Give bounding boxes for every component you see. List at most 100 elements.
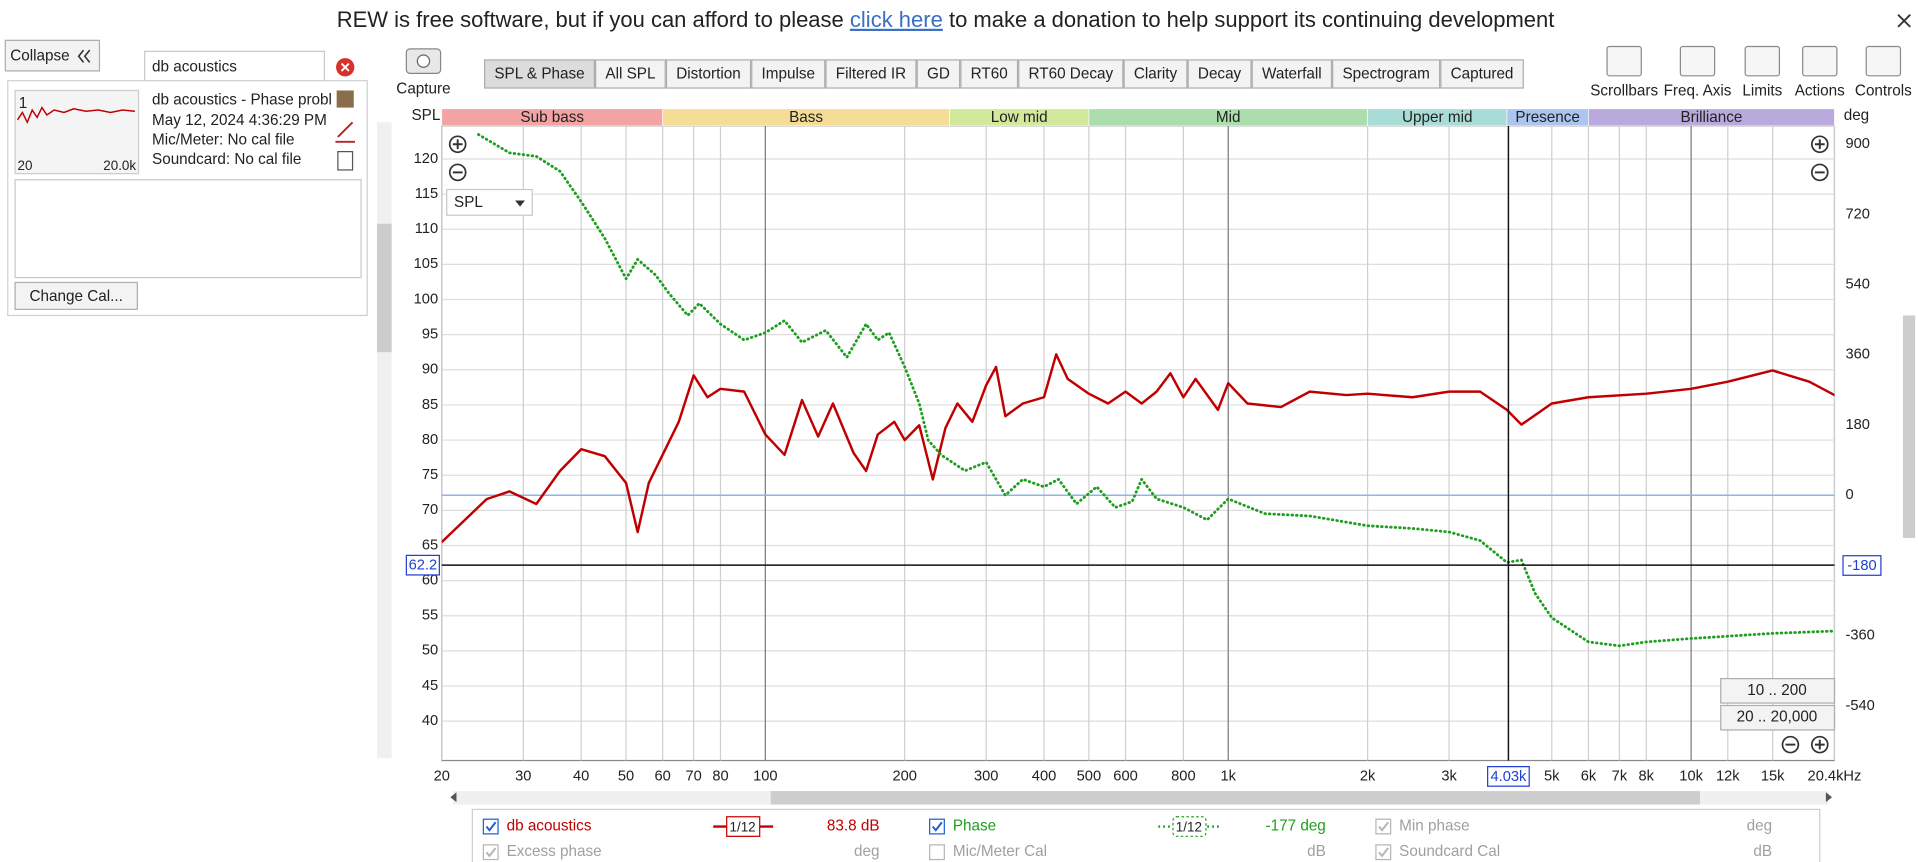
tab[interactable]	[1018, 59, 1124, 89]
tab[interactable]	[825, 59, 917, 89]
tab[interactable]	[1123, 59, 1188, 89]
checkbox[interactable]	[929, 844, 945, 861]
y-tick-label: 80	[422, 432, 438, 448]
x-tick-label: 7k	[1612, 768, 1628, 784]
zoom-range-label: 10 .. 200	[1747, 682, 1806, 699]
legend-readout: 83.8 dB	[827, 818, 880, 835]
tab[interactable]	[595, 59, 666, 89]
checkbox[interactable]	[1375, 818, 1392, 835]
x-tick-label: 6k	[1581, 768, 1597, 784]
tab[interactable]	[1187, 59, 1252, 89]
v-scrollbar-thumb[interactable]	[1902, 315, 1916, 538]
icon-part	[1814, 139, 1825, 150]
zoom-range-button[interactable]	[1720, 704, 1836, 731]
x-tick-label: 100	[753, 768, 777, 784]
y-tick-label: 115	[415, 186, 438, 202]
smoothing-label: 1/12	[1176, 819, 1202, 834]
zoom-out[interactable]	[448, 163, 467, 182]
checkbox[interactable]	[1375, 844, 1392, 861]
zoom-out[interactable]	[1781, 735, 1800, 754]
tab-label: Filtered IR	[836, 66, 906, 83]
tab[interactable]	[916, 59, 961, 89]
y-tick-label: 70	[422, 502, 438, 518]
checkbox[interactable]	[482, 844, 499, 861]
measurement-name: db acoustics - Phase probl	[152, 91, 332, 108]
smoothing-box[interactable]	[726, 816, 761, 837]
tab[interactable]	[1440, 59, 1524, 89]
sidebar-scrollbar[interactable]	[376, 122, 392, 759]
band-label: Upper mid	[1402, 109, 1472, 126]
x-tick-label: 15k	[1761, 768, 1785, 784]
zoom-in[interactable]	[1810, 735, 1829, 754]
y-tick-label: 85	[422, 397, 438, 413]
tab[interactable]	[665, 59, 752, 89]
plot-area	[441, 125, 1836, 762]
legend-box	[471, 808, 1821, 862]
x-tick-label: 3k	[1441, 768, 1457, 784]
x-tick-label: 8k	[1639, 768, 1655, 784]
thumbnail[interactable]	[14, 89, 140, 175]
checkmark	[485, 821, 497, 832]
donation-link[interactable]: click here	[850, 7, 943, 32]
tab-label: Waterfall	[1262, 66, 1322, 83]
plot-series	[441, 133, 1835, 648]
collapse-icon	[77, 49, 91, 63]
toolbar-icon[interactable]	[1802, 45, 1838, 77]
smoothing-box[interactable]	[1172, 816, 1207, 837]
toolbar-icon[interactable]	[1744, 45, 1781, 77]
y-tick-label: 120	[414, 151, 438, 167]
tab[interactable]	[1251, 59, 1333, 89]
tab-label: Spectrogram	[1342, 66, 1429, 83]
tab-label: RT60	[971, 66, 1008, 83]
y-tick-label: 55	[422, 608, 438, 624]
tab-label: SPL & Phase	[494, 66, 584, 83]
y-tick-label: 95	[422, 327, 438, 343]
toolbar-icon[interactable]	[1606, 45, 1642, 77]
zoom-in[interactable]	[448, 135, 467, 154]
smoothing-label: 1/12	[730, 819, 756, 834]
legend-label: Min phase	[1399, 818, 1469, 835]
x-tick-label: 40	[573, 768, 589, 784]
tab-label: Impulse	[762, 66, 815, 83]
collapse-label: Collapse	[10, 47, 69, 64]
band-label: Bass	[789, 109, 823, 126]
tab[interactable]	[960, 59, 1019, 89]
y2-tick-label: 720	[1845, 206, 1869, 222]
tab-label: RT60 Decay	[1029, 66, 1114, 83]
info-icon[interactable]	[336, 90, 354, 108]
collapse-button[interactable]	[4, 39, 101, 72]
banner-text: REW is free software, but if you can aff…	[337, 7, 844, 32]
toolbar-icon[interactable]	[1679, 45, 1716, 77]
x-tick-label: 1k	[1220, 768, 1236, 784]
tab[interactable]	[483, 59, 596, 89]
cursor-y2-box	[1842, 555, 1882, 576]
thumb-label: 20	[18, 158, 33, 173]
close-banner[interactable]	[1897, 14, 1911, 28]
capture-lens	[416, 54, 431, 68]
scrollbar-thumb[interactable]	[376, 223, 392, 353]
tab[interactable]	[751, 59, 826, 89]
zoom-in[interactable]	[1810, 135, 1829, 154]
h-scrollbar-thumb[interactable]	[770, 791, 1700, 805]
y2-tick-label: 900	[1845, 136, 1869, 152]
x-tick-label: 70	[685, 768, 701, 784]
y-tick-label: 45	[422, 678, 438, 694]
y-tick-label: 40	[422, 713, 438, 729]
icon-part	[452, 139, 463, 150]
checkbox[interactable]	[482, 818, 499, 835]
notes-icon[interactable]	[337, 151, 354, 171]
legend-unit: deg	[1747, 818, 1772, 835]
x-tick-label: 2k	[1360, 768, 1376, 784]
tab[interactable]	[1332, 59, 1441, 89]
change-cal-button[interactable]	[14, 281, 138, 310]
edit-icon[interactable]	[335, 121, 355, 143]
toolbar-icon[interactable]	[1865, 45, 1902, 77]
toolbar-button-label: Actions	[1795, 83, 1845, 100]
zoom-out[interactable]	[1810, 163, 1829, 182]
phase-curve	[477, 133, 1835, 648]
checkbox[interactable]	[929, 818, 945, 835]
search-box[interactable]	[144, 50, 326, 82]
zoom-range-button[interactable]	[1720, 677, 1836, 704]
